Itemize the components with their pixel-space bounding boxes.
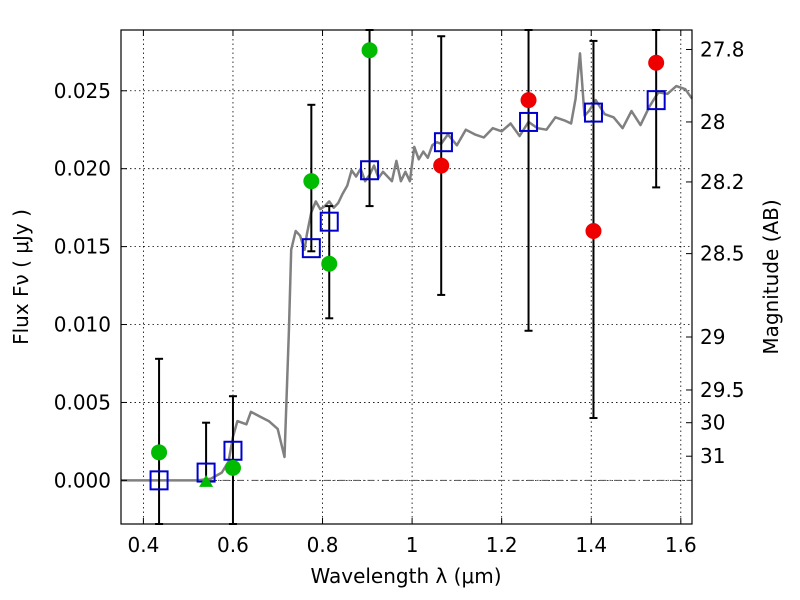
right-axis-tick-label: 31 [700, 444, 725, 468]
model-flux-square [319, 211, 339, 232]
x-axis-label: Wavelength λ (μm) [310, 564, 501, 588]
model-flux-square [583, 102, 603, 123]
right-axis-tick-label: 28 [700, 110, 725, 134]
spectrum-line [121, 52, 694, 482]
axis-ticks: 0.4 0.6 0.8 1 1.2 1.4 1.6 0.000 0.005 0.010 0.015 0… [54, 30, 745, 557]
plot-frame [120, 29, 693, 525]
y-tick-label: 0.015 [54, 235, 111, 259]
data-markers [149, 42, 666, 491]
model-flux-square [433, 132, 453, 153]
optical-flux-point [224, 459, 241, 476]
optical-flux-point [151, 444, 168, 461]
y-axis-label: Flux Fν ( μJy ) [9, 209, 33, 345]
model-flux-square [301, 238, 321, 259]
right-axis-tick-label: 29 [700, 325, 725, 349]
grid-lines [121, 30, 692, 524]
x-tick-label: 1.6 [665, 533, 697, 557]
upper-limit-triangle [199, 474, 214, 487]
y-tick-label: 0.005 [54, 390, 111, 414]
x-tick-label: 0.8 [307, 533, 339, 557]
optical-flux-point [303, 173, 320, 190]
infrared-flux-point [585, 223, 602, 240]
spectrum-layer [121, 52, 694, 482]
x-tick-label: 0.4 [127, 533, 159, 557]
optical-flux-point [321, 255, 338, 272]
x-tick-label: 0.6 [217, 533, 249, 557]
model-flux-square [360, 160, 380, 181]
y-tick-label: 0.025 [54, 79, 111, 103]
infrared-flux-point [648, 54, 665, 71]
right-axis-tick-label: 28.2 [700, 170, 745, 194]
right-axis-tick-label: 29.5 [700, 378, 745, 402]
x-tick-label: 1 [406, 533, 419, 557]
right-axis-tick-label: 27.8 [700, 37, 745, 61]
y-tick-label: 0.000 [54, 468, 111, 492]
right-axis-tick-label: 30 [700, 411, 725, 435]
infrared-flux-point [433, 157, 450, 174]
x-tick-label: 1.4 [575, 533, 607, 557]
right-axis-tick-label: 28.5 [700, 242, 745, 266]
y-tick-label: 0.010 [54, 313, 111, 337]
model-flux-square [149, 470, 169, 491]
x-tick-label: 1.2 [486, 533, 518, 557]
optical-flux-point [361, 42, 378, 59]
model-flux-square [646, 90, 666, 111]
y-tick-label: 0.020 [54, 157, 111, 181]
model-flux-square [519, 111, 539, 132]
model-flux-square [223, 440, 243, 461]
infrared-flux-point [520, 92, 537, 109]
right-axis-label: Magnitude (AB) [759, 199, 783, 354]
